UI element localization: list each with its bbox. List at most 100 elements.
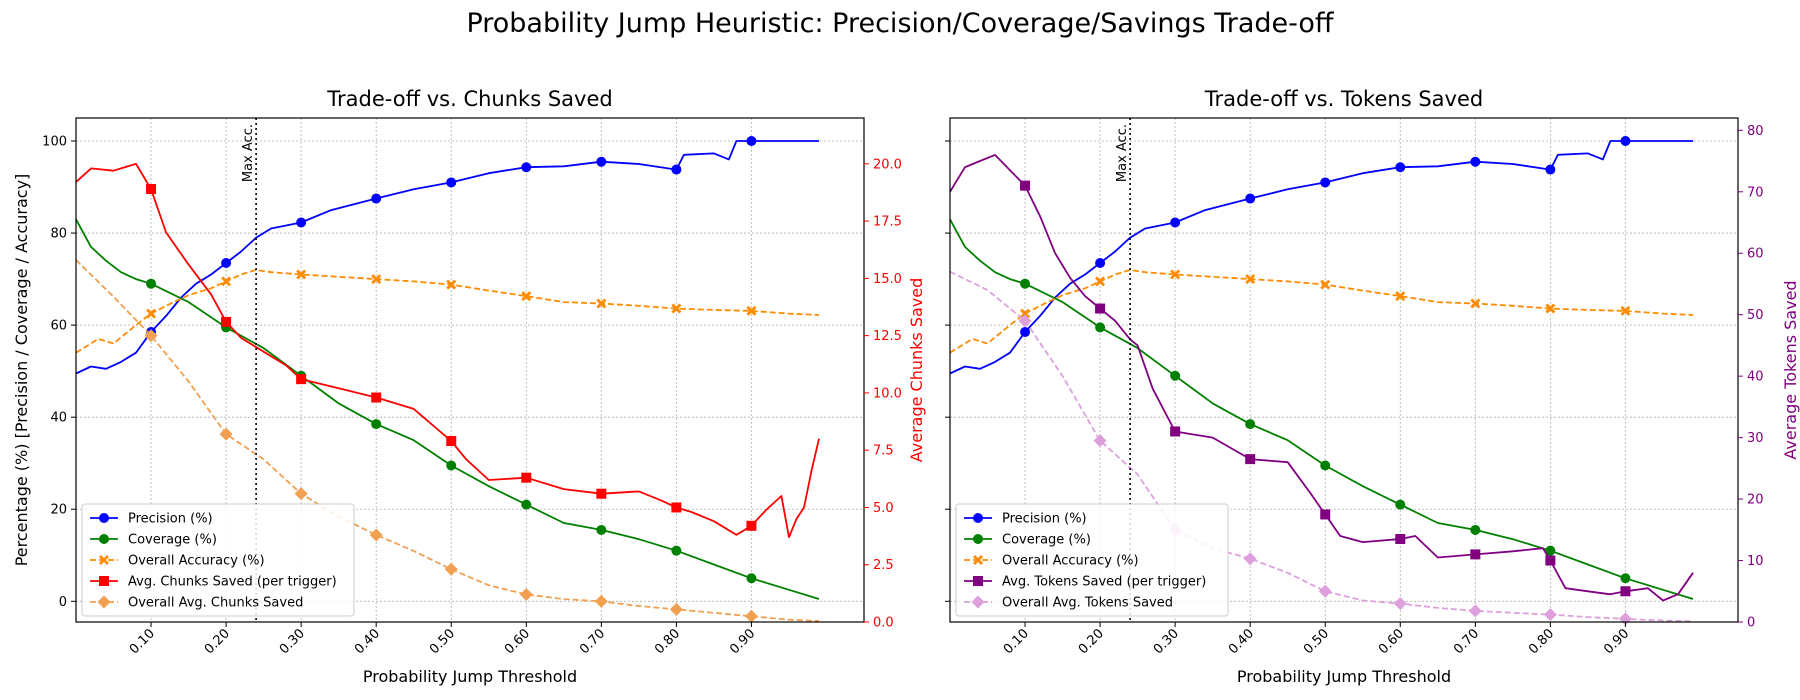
series-line-4 — [75, 162, 820, 539]
x-tick-label: 0.10 — [1001, 626, 1032, 657]
y2-tick-label: 12.5 — [873, 329, 902, 344]
data-point — [1620, 573, 1631, 584]
data-point — [1395, 162, 1406, 173]
y2-axis-label: Average Chunks Saved — [907, 278, 926, 463]
series-group — [949, 136, 1694, 626]
series-line-2 — [949, 218, 1694, 600]
data-point — [1543, 608, 1557, 622]
max-accuracy-label: Max Acc. — [241, 124, 256, 182]
y2-tick-label: 70 — [1747, 185, 1764, 200]
data-point — [596, 298, 607, 309]
figure-title: Probability Jump Heuristic: Precision/Co… — [466, 8, 1334, 39]
data-point — [746, 573, 757, 584]
legend-marker — [99, 534, 109, 544]
series-line-2 — [75, 218, 820, 600]
data-point — [444, 562, 458, 576]
data-point — [1620, 136, 1631, 147]
legend-label: Precision (%) — [1002, 512, 1087, 527]
data-point — [296, 374, 307, 385]
data-point — [521, 291, 532, 302]
data-point — [671, 164, 682, 175]
x-axis-label: Probability Jump Threshold — [1237, 667, 1451, 686]
data-point — [671, 545, 682, 556]
data-point — [1095, 303, 1106, 314]
data-point — [219, 427, 233, 441]
data-point — [1470, 156, 1481, 167]
chart-panel-2: Max Acc. 0.10 0.20 0.30 0.40 0.50 0.60 0.70 0.80… — [945, 87, 1800, 686]
data-point — [1020, 278, 1031, 289]
max-accuracy-label: Max Acc. — [1115, 124, 1130, 182]
data-point — [1393, 597, 1407, 611]
legend-marker — [973, 534, 983, 544]
data-point — [1320, 279, 1331, 290]
plot-frame — [949, 117, 1739, 623]
data-point — [1095, 257, 1106, 268]
data-point — [1170, 370, 1181, 381]
y2-tick-label: 40 — [1747, 370, 1764, 385]
x-tick-label: 0.30 — [277, 626, 308, 657]
legend-marker — [973, 555, 983, 565]
y2-tick-label: 15.0 — [873, 272, 902, 287]
y2-tick-label: 20 — [1747, 493, 1764, 508]
x-tick-label: 0.70 — [1451, 626, 1482, 657]
data-point — [1093, 434, 1107, 448]
data-point — [746, 305, 757, 316]
data-point — [1170, 269, 1181, 280]
data-point — [146, 308, 157, 319]
legend-marker — [971, 595, 985, 609]
legend-label: Overall Accuracy (%) — [128, 554, 265, 569]
data-point — [1170, 217, 1181, 228]
y-axis-label: Percentage (%) [Precision / Coverage / A… — [12, 174, 31, 567]
subplot-title: Trade-off vs. Tokens Saved — [1204, 87, 1483, 111]
data-point — [296, 217, 307, 228]
x-tick-label: 0.50 — [1301, 626, 1332, 657]
data-point — [1545, 555, 1556, 566]
plot-frame — [75, 117, 865, 623]
data-point — [1170, 426, 1181, 437]
x-tick-label: 0.40 — [352, 626, 383, 657]
series-line-3 — [949, 268, 1694, 354]
y2-tick-label: 17.5 — [873, 215, 902, 230]
legend-label: Coverage (%) — [1002, 533, 1091, 548]
data-point — [446, 460, 457, 471]
y-tick-label: 20 — [50, 503, 67, 518]
y2-axis-label: Average Tokens Saved — [1781, 280, 1800, 459]
x-tick-label: 0.60 — [502, 626, 533, 657]
data-point — [1318, 584, 1332, 598]
legend-label: Overall Avg. Tokens Saved — [1002, 596, 1173, 611]
data-point — [1245, 419, 1256, 430]
data-point — [446, 177, 457, 188]
y-tick-label: 80 — [50, 227, 67, 242]
subplot-title: Trade-off vs. Chunks Saved — [326, 87, 612, 111]
legend-label: Precision (%) — [128, 512, 213, 527]
y-tick-label: 100 — [42, 135, 67, 150]
y2-tick-label: 80 — [1747, 124, 1764, 139]
data-point — [671, 502, 682, 513]
data-point — [596, 488, 607, 499]
x-tick-label: 0.60 — [1376, 626, 1407, 657]
data-point — [1020, 180, 1031, 191]
legend-marker — [99, 555, 109, 565]
data-point — [594, 594, 608, 608]
data-point — [519, 588, 533, 602]
chart-panel-1: Max Acc. 0.10 0.20 0.30 0.40 0.50 0.60 0.70 0.80… — [12, 87, 926, 686]
data-point — [446, 436, 457, 447]
data-point — [1395, 499, 1406, 510]
data-point — [1020, 327, 1031, 338]
y-tick-label: 40 — [50, 411, 67, 426]
series-line-5 — [949, 270, 1694, 623]
data-point — [371, 193, 382, 204]
data-point — [371, 419, 382, 430]
data-point — [671, 303, 682, 314]
data-point — [596, 524, 607, 535]
y2-tick-label: 0.0 — [873, 616, 894, 631]
x-axis-label: Probability Jump Threshold — [363, 667, 577, 686]
y2-tick-label: 60 — [1747, 247, 1764, 262]
data-point — [744, 609, 758, 623]
y2-tick-label: 7.5 — [873, 444, 894, 459]
data-point — [371, 392, 382, 403]
legend-box — [955, 503, 1229, 617]
data-point — [446, 279, 457, 290]
data-point — [221, 276, 232, 287]
